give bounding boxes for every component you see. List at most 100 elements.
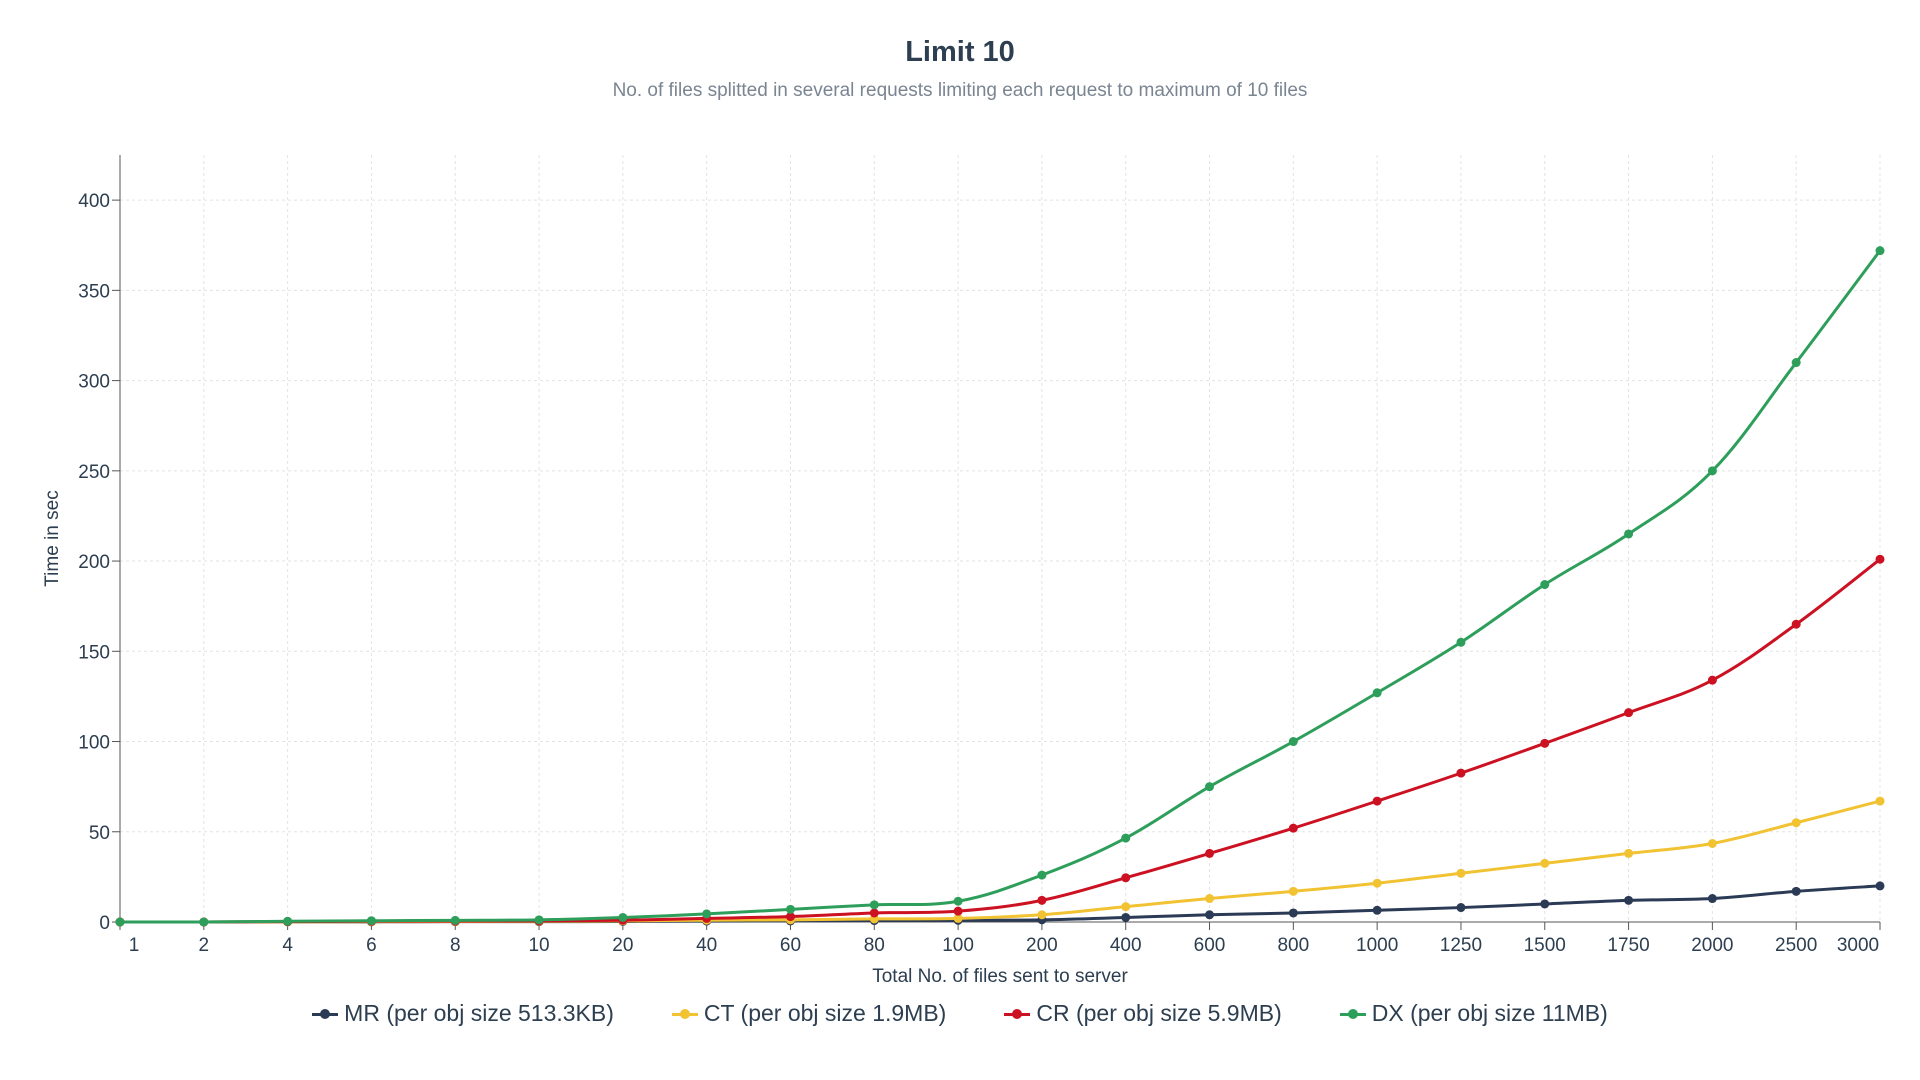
legend-label: DX (per obj size 11MB) bbox=[1371, 1000, 1608, 1026]
data-point[interactable] bbox=[1791, 818, 1801, 828]
y-tick-label: 400 bbox=[78, 191, 110, 212]
data-point[interactable] bbox=[785, 904, 795, 914]
data-point[interactable] bbox=[366, 916, 376, 926]
data-point[interactable] bbox=[115, 917, 125, 927]
data-point[interactable] bbox=[1707, 894, 1717, 904]
x-tick-label: 10 bbox=[528, 935, 549, 956]
x-tick-label: 2500 bbox=[1775, 935, 1817, 956]
data-point[interactable] bbox=[1372, 878, 1382, 888]
y-tick-label: 300 bbox=[78, 372, 110, 393]
x-tick-label: 20 bbox=[612, 935, 633, 956]
data-point[interactable] bbox=[702, 909, 712, 919]
legend-swatch-icon bbox=[671, 1007, 698, 1021]
x-tick-label: 40 bbox=[696, 935, 717, 956]
data-point[interactable] bbox=[1372, 688, 1382, 698]
data-point[interactable] bbox=[1372, 796, 1382, 806]
x-tick-label: 8 bbox=[450, 935, 461, 956]
chart-title: Limit 10 bbox=[905, 36, 1015, 68]
x-tick-label: 4 bbox=[282, 935, 293, 956]
data-point[interactable] bbox=[1791, 358, 1801, 368]
data-point[interactable] bbox=[1624, 529, 1634, 539]
data-point[interactable] bbox=[1540, 899, 1550, 909]
data-point[interactable] bbox=[1288, 823, 1298, 833]
x-tick-label: 1 bbox=[129, 935, 140, 956]
legend-item-cr[interactable]: CR (per obj size 5.9MB) bbox=[1004, 1000, 1282, 1027]
legend-swatch-dot bbox=[1012, 1008, 1023, 1019]
grid-layer bbox=[119, 155, 1881, 922]
series-dx bbox=[115, 246, 1885, 927]
y-axis-title: Time in sec bbox=[42, 490, 63, 586]
data-point[interactable] bbox=[1624, 895, 1634, 905]
data-point[interactable] bbox=[785, 912, 795, 922]
data-point[interactable] bbox=[1875, 554, 1885, 564]
x-tick-label: 6 bbox=[366, 935, 377, 956]
data-point[interactable] bbox=[953, 913, 963, 923]
data-point[interactable] bbox=[1205, 782, 1215, 792]
data-point[interactable] bbox=[1456, 768, 1466, 778]
legend-label: MR (per obj size 513.3KB) bbox=[344, 1000, 614, 1026]
data-point[interactable] bbox=[1875, 246, 1885, 256]
legend-swatch-icon bbox=[1004, 1007, 1031, 1021]
data-point[interactable] bbox=[1456, 637, 1466, 647]
data-point[interactable] bbox=[1707, 838, 1717, 848]
data-point[interactable] bbox=[1205, 910, 1215, 920]
data-point[interactable] bbox=[1288, 886, 1298, 896]
x-tick-label: 3000 bbox=[1837, 935, 1879, 956]
data-point[interactable] bbox=[869, 908, 879, 918]
x-tick-label: 400 bbox=[1110, 935, 1142, 956]
legend-item-ct[interactable]: CT (per obj size 1.9MB) bbox=[671, 1000, 946, 1027]
x-tick-label: 80 bbox=[864, 935, 885, 956]
data-point[interactable] bbox=[283, 916, 293, 926]
y-tick-label: 0 bbox=[99, 913, 110, 934]
y-tick-label: 50 bbox=[89, 823, 110, 844]
data-point[interactable] bbox=[1288, 908, 1298, 918]
x-tick-label: 200 bbox=[1026, 935, 1058, 956]
x-tick-label: 1000 bbox=[1356, 935, 1398, 956]
data-point[interactable] bbox=[1707, 675, 1717, 685]
data-point[interactable] bbox=[1875, 881, 1885, 891]
legend-swatch-icon bbox=[1339, 1007, 1366, 1021]
legend-item-mr[interactable]: MR (per obj size 513.3KB) bbox=[312, 1000, 614, 1027]
data-point[interactable] bbox=[1121, 873, 1131, 883]
legend-swatch-icon bbox=[312, 1007, 339, 1021]
y-tick-label: 150 bbox=[78, 642, 110, 663]
y-tick-label: 100 bbox=[78, 733, 110, 754]
data-point[interactable] bbox=[869, 900, 879, 910]
legend-swatch-dot bbox=[1347, 1008, 1358, 1019]
data-point[interactable] bbox=[1540, 858, 1550, 868]
data-point[interactable] bbox=[953, 896, 963, 906]
data-point[interactable] bbox=[1540, 738, 1550, 748]
data-point[interactable] bbox=[1121, 912, 1131, 922]
data-point[interactable] bbox=[1875, 796, 1885, 806]
data-point[interactable] bbox=[450, 915, 460, 925]
data-point[interactable] bbox=[1791, 886, 1801, 896]
data-point[interactable] bbox=[1456, 868, 1466, 878]
x-tick-label: 1250 bbox=[1440, 935, 1482, 956]
data-point[interactable] bbox=[1456, 903, 1466, 913]
y-tick-label: 250 bbox=[78, 462, 110, 483]
data-point[interactable] bbox=[1037, 910, 1047, 920]
data-point[interactable] bbox=[1791, 619, 1801, 629]
x-tick-label: 1500 bbox=[1524, 935, 1566, 956]
data-point[interactable] bbox=[1205, 894, 1215, 904]
data-point[interactable] bbox=[1037, 870, 1047, 880]
data-point[interactable] bbox=[1205, 848, 1215, 858]
x-tick-label: 600 bbox=[1194, 935, 1226, 956]
data-point[interactable] bbox=[199, 917, 209, 927]
x-tick-label: 2000 bbox=[1691, 935, 1733, 956]
data-point[interactable] bbox=[1037, 895, 1047, 905]
data-point[interactable] bbox=[1624, 848, 1634, 858]
data-point[interactable] bbox=[953, 906, 963, 916]
data-point[interactable] bbox=[1121, 902, 1131, 912]
data-point[interactable] bbox=[1288, 737, 1298, 747]
data-point[interactable] bbox=[1707, 466, 1717, 476]
legend-item-dx[interactable]: DX (per obj size 11MB) bbox=[1339, 1000, 1608, 1027]
data-point[interactable] bbox=[1372, 905, 1382, 915]
data-point[interactable] bbox=[1121, 833, 1131, 843]
data-point[interactable] bbox=[1624, 708, 1634, 718]
data-point[interactable] bbox=[534, 915, 544, 925]
data-point[interactable] bbox=[1540, 580, 1550, 590]
data-point[interactable] bbox=[618, 912, 628, 922]
